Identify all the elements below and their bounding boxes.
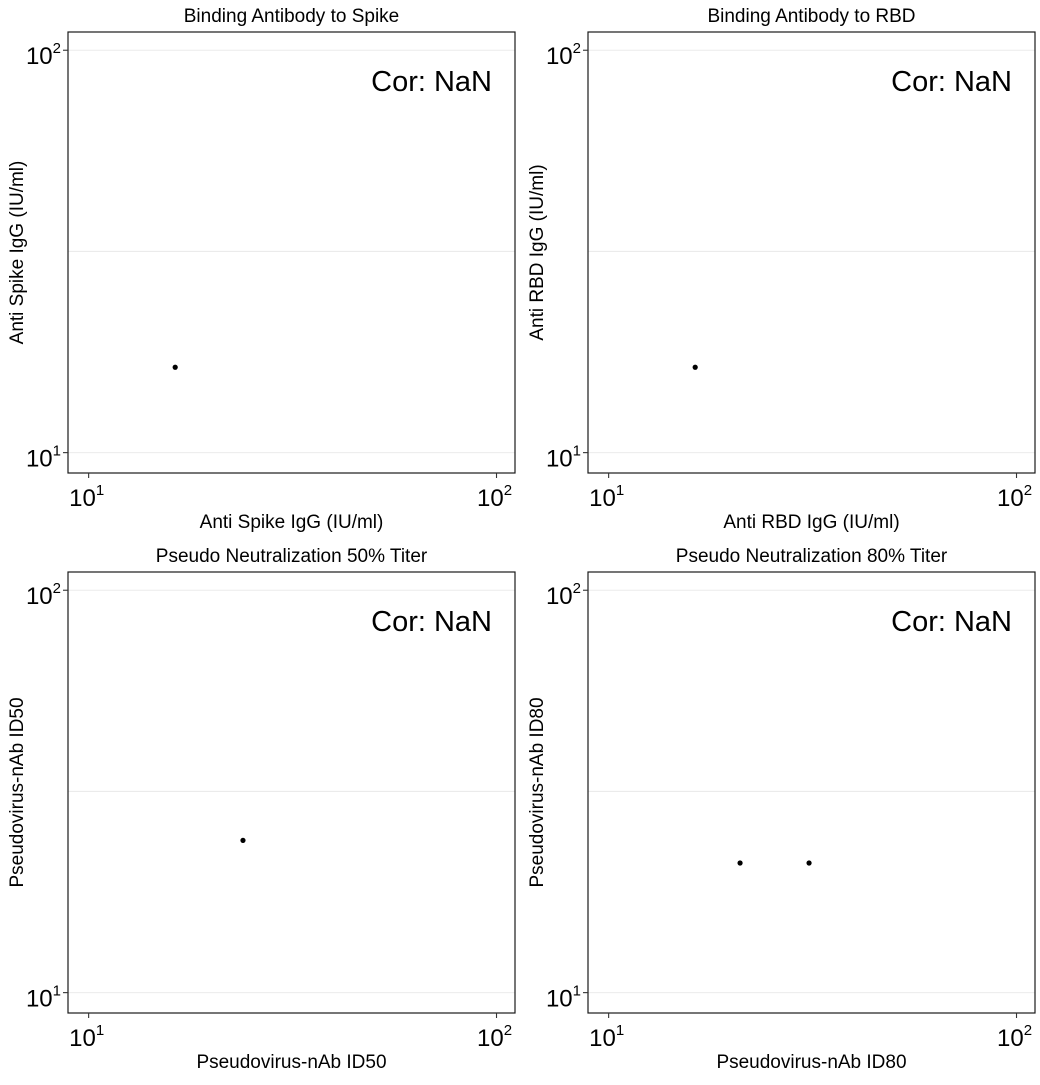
plot-frame: [67, 31, 516, 474]
x-tick-base: 10: [69, 1025, 96, 1052]
y-tick-label: 101: [546, 983, 581, 1013]
y-tick-label: 102: [546, 40, 581, 70]
correlation-annotation: Cor: NaN: [891, 606, 1012, 638]
x-tick-base: 10: [589, 1025, 616, 1052]
correlation-annotation: Cor: NaN: [371, 606, 492, 638]
x-tick-exponent: 1: [96, 1022, 104, 1039]
x-tick-label: 101: [589, 1022, 624, 1052]
plot-frame: [587, 31, 1036, 474]
y-tick-base: 10: [26, 583, 53, 610]
y-tick-exponent: 2: [53, 580, 61, 597]
y-tick-base: 10: [546, 986, 573, 1013]
plot-background: [68, 32, 515, 473]
x-tick-base: 10: [589, 485, 616, 512]
x-tick-label: 102: [477, 482, 512, 512]
y-tick-base: 10: [26, 986, 53, 1013]
x-tick-label: 102: [997, 1022, 1032, 1052]
correlation-annotation: Cor: NaN: [371, 66, 492, 98]
plot-background: [68, 572, 515, 1013]
y-axis-title: Anti RBD IgG (IU/ml): [527, 164, 548, 340]
data-point-1: [692, 364, 698, 370]
x-axis-title: Anti Spike IgG (IU/ml): [200, 512, 384, 533]
x-tick-label: 101: [69, 1022, 104, 1052]
y-tick-exponent: 2: [53, 40, 61, 57]
y-tick-exponent: 2: [573, 580, 581, 597]
y-tick-label: 102: [26, 580, 61, 610]
x-axis-title: Pseudovirus-nAb ID50: [196, 1052, 386, 1073]
panel-title: Pseudo Neutralization 80% Titer: [676, 546, 948, 567]
x-tick-exponent: 2: [1024, 482, 1032, 499]
y-tick-base: 10: [546, 583, 573, 610]
data-point-1: [737, 860, 743, 866]
x-tick-base: 10: [997, 485, 1024, 512]
y-tick-exponent: 2: [573, 40, 581, 57]
y-tick-label: 101: [26, 443, 61, 473]
x-tick-label: 102: [997, 482, 1032, 512]
y-axis-title: Pseudovirus-nAb ID80: [527, 697, 548, 887]
x-axis-title: Pseudovirus-nAb ID80: [716, 1052, 906, 1073]
panel-title: Binding Antibody to RBD: [707, 6, 915, 27]
x-tick-base: 10: [477, 1025, 504, 1052]
x-tick-exponent: 1: [96, 482, 104, 499]
y-tick-base: 10: [26, 43, 53, 70]
y-tick-label: 101: [546, 443, 581, 473]
x-tick-exponent: 2: [1024, 1022, 1032, 1039]
plot-frame: [587, 571, 1036, 1014]
correlation-annotation: Cor: NaN: [891, 66, 1012, 98]
y-tick-label: 102: [26, 40, 61, 70]
y-tick-exponent: 1: [573, 443, 581, 460]
data-point-2: [806, 860, 812, 866]
x-tick-label: 101: [589, 482, 624, 512]
x-tick-exponent: 1: [616, 482, 624, 499]
y-tick-base: 10: [546, 446, 573, 473]
data-point-1: [240, 837, 246, 843]
y-tick-exponent: 1: [573, 983, 581, 1000]
y-axis-title: Pseudovirus-nAb ID50: [7, 697, 28, 887]
x-tick-base: 10: [477, 485, 504, 512]
x-tick-base: 10: [997, 1025, 1024, 1052]
x-tick-label: 101: [69, 482, 104, 512]
data-point-1: [172, 364, 178, 370]
y-tick-base: 10: [26, 446, 53, 473]
x-tick-exponent: 2: [504, 1022, 512, 1039]
x-tick-base: 10: [69, 485, 96, 512]
x-tick-label: 102: [477, 1022, 512, 1052]
x-axis-title: Anti RBD IgG (IU/ml): [723, 512, 899, 533]
y-tick-base: 10: [546, 43, 573, 70]
plot-background: [588, 572, 1035, 1013]
y-tick-label: 102: [546, 580, 581, 610]
y-tick-label: 101: [26, 983, 61, 1013]
y-tick-exponent: 1: [53, 983, 61, 1000]
plot-frame: [67, 571, 516, 1014]
panel-title: Binding Antibody to Spike: [184, 6, 400, 27]
panel-title: Pseudo Neutralization 50% Titer: [156, 546, 428, 567]
x-tick-exponent: 2: [504, 482, 512, 499]
x-tick-exponent: 1: [616, 1022, 624, 1039]
y-axis-title: Anti Spike IgG (IU/ml): [7, 161, 28, 345]
y-tick-exponent: 1: [53, 443, 61, 460]
plot-background: [588, 32, 1035, 473]
